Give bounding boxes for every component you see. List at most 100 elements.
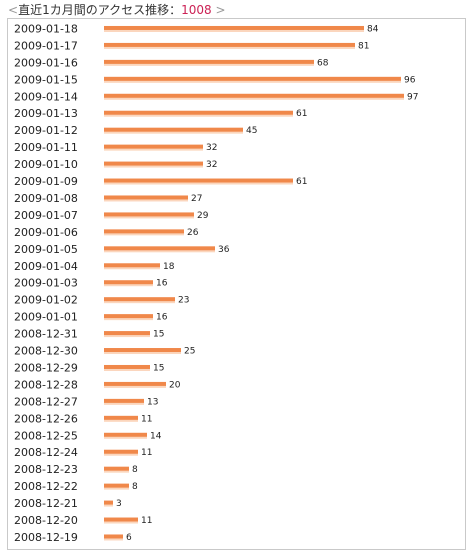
date-label: 2009-01-08 <box>14 192 78 205</box>
date-label: 2009-01-18 <box>14 22 78 35</box>
bar-row: 2009-01-08 27 <box>14 192 202 205</box>
value-label: 97 <box>407 92 418 102</box>
bar-row: 2009-01-05 36 <box>14 243 230 256</box>
date-label: 2009-01-10 <box>14 158 78 171</box>
date-label: 2008-12-20 <box>14 514 78 527</box>
bar-row: 2009-01-07 29 <box>14 209 209 222</box>
bar <box>104 314 153 319</box>
bar <box>104 59 314 64</box>
bar <box>104 161 203 166</box>
value-label: 15 <box>153 330 164 340</box>
bar <box>104 381 166 386</box>
date-label: 2009-01-11 <box>14 141 78 154</box>
bar <box>104 144 203 149</box>
date-label: 2008-12-28 <box>14 378 78 391</box>
date-label: 2009-01-03 <box>14 277 78 290</box>
bar <box>104 466 129 471</box>
bar-row: 2008-12-21 3 <box>14 497 122 510</box>
date-label: 2009-01-15 <box>14 73 78 86</box>
bar <box>104 348 181 353</box>
bar-row: 2009-01-13 61 <box>14 107 307 120</box>
value-label: 61 <box>296 109 307 119</box>
value-label: 32 <box>206 143 217 153</box>
value-label: 11 <box>141 414 152 424</box>
bar <box>104 449 138 454</box>
bar <box>104 246 215 251</box>
bar <box>104 42 355 47</box>
date-label: 2008-12-30 <box>14 345 78 358</box>
bar <box>104 398 144 403</box>
bar-row: 2009-01-02 23 <box>14 294 189 307</box>
bar <box>104 415 138 420</box>
date-label: 2008-12-27 <box>14 395 78 408</box>
bar-row: 2009-01-18 84 <box>14 22 379 35</box>
total-count: 1008 <box>181 3 212 17</box>
value-label: 84 <box>367 24 379 34</box>
bar <box>104 280 153 285</box>
value-label: 20 <box>169 380 181 390</box>
bar-row: 2009-01-14 97 <box>14 90 418 103</box>
value-label: 26 <box>187 228 199 238</box>
value-label: 11 <box>141 516 152 526</box>
bar-row: 2008-12-31 15 <box>14 328 164 341</box>
bar <box>104 178 293 183</box>
date-label: 2008-12-25 <box>14 429 78 442</box>
date-label: 2009-01-07 <box>14 209 78 222</box>
value-label: 16 <box>156 279 168 289</box>
bar-row: 2008-12-26 11 <box>14 412 152 425</box>
date-label: 2009-01-01 <box>14 311 78 324</box>
bar <box>104 364 150 369</box>
date-label: 2009-01-05 <box>14 243 78 256</box>
chevron-left-icon[interactable]: < <box>8 3 19 17</box>
bar-row: 2009-01-09 61 <box>14 175 307 188</box>
date-label: 2008-12-24 <box>14 446 78 459</box>
date-label: 2009-01-12 <box>14 124 78 137</box>
date-label: 2009-01-17 <box>14 39 78 52</box>
bar-row: 2008-12-22 8 <box>14 480 138 493</box>
bar-row: 2009-01-01 16 <box>14 311 168 324</box>
bar <box>104 331 150 336</box>
value-label: 96 <box>404 75 416 85</box>
date-label: 2008-12-26 <box>14 412 78 425</box>
value-label: 36 <box>218 245 230 255</box>
value-label: 29 <box>197 211 209 221</box>
bar-row: 2008-12-28 20 <box>14 378 181 391</box>
bar <box>104 229 184 234</box>
value-label: 18 <box>163 262 175 272</box>
value-label: 15 <box>153 363 164 373</box>
bar <box>104 127 243 132</box>
bar <box>104 76 401 81</box>
value-label: 13 <box>147 397 158 407</box>
bar <box>104 517 138 522</box>
value-label: 45 <box>246 126 257 136</box>
bar-row: 2009-01-15 96 <box>14 73 416 86</box>
date-label: 2009-01-04 <box>14 260 78 273</box>
chart-title: 直近1カ月間のアクセス推移： <box>18 3 182 17</box>
value-label: 68 <box>317 58 329 68</box>
date-label: 2008-12-31 <box>14 328 78 341</box>
bar-row: 2009-01-10 32 <box>14 158 217 171</box>
bar-row: 2009-01-06 26 <box>14 226 199 239</box>
chart-header: <直近1カ月間のアクセス推移：1008 > <box>8 2 226 18</box>
bar <box>104 110 293 115</box>
bar <box>104 263 160 268</box>
date-label: 2008-12-21 <box>14 497 78 510</box>
bar <box>104 195 188 200</box>
date-label: 2009-01-13 <box>14 107 78 120</box>
bar <box>104 25 364 30</box>
value-label: 16 <box>156 313 168 323</box>
date-label: 2009-01-16 <box>14 56 78 69</box>
bar-row: 2008-12-20 11 <box>14 514 152 527</box>
bar-row: 2009-01-16 68 <box>14 56 329 69</box>
bar-row: 2008-12-27 13 <box>14 395 158 408</box>
date-label: 2009-01-09 <box>14 175 78 188</box>
value-label: 14 <box>150 431 162 441</box>
bar-row: 2008-12-19 6 <box>14 531 132 544</box>
value-label: 6 <box>126 533 132 543</box>
value-label: 61 <box>296 177 307 187</box>
chevron-right-icon[interactable]: > <box>215 3 226 17</box>
date-label: 2009-01-14 <box>14 90 78 103</box>
value-label: 8 <box>132 482 138 492</box>
bar <box>104 297 175 302</box>
